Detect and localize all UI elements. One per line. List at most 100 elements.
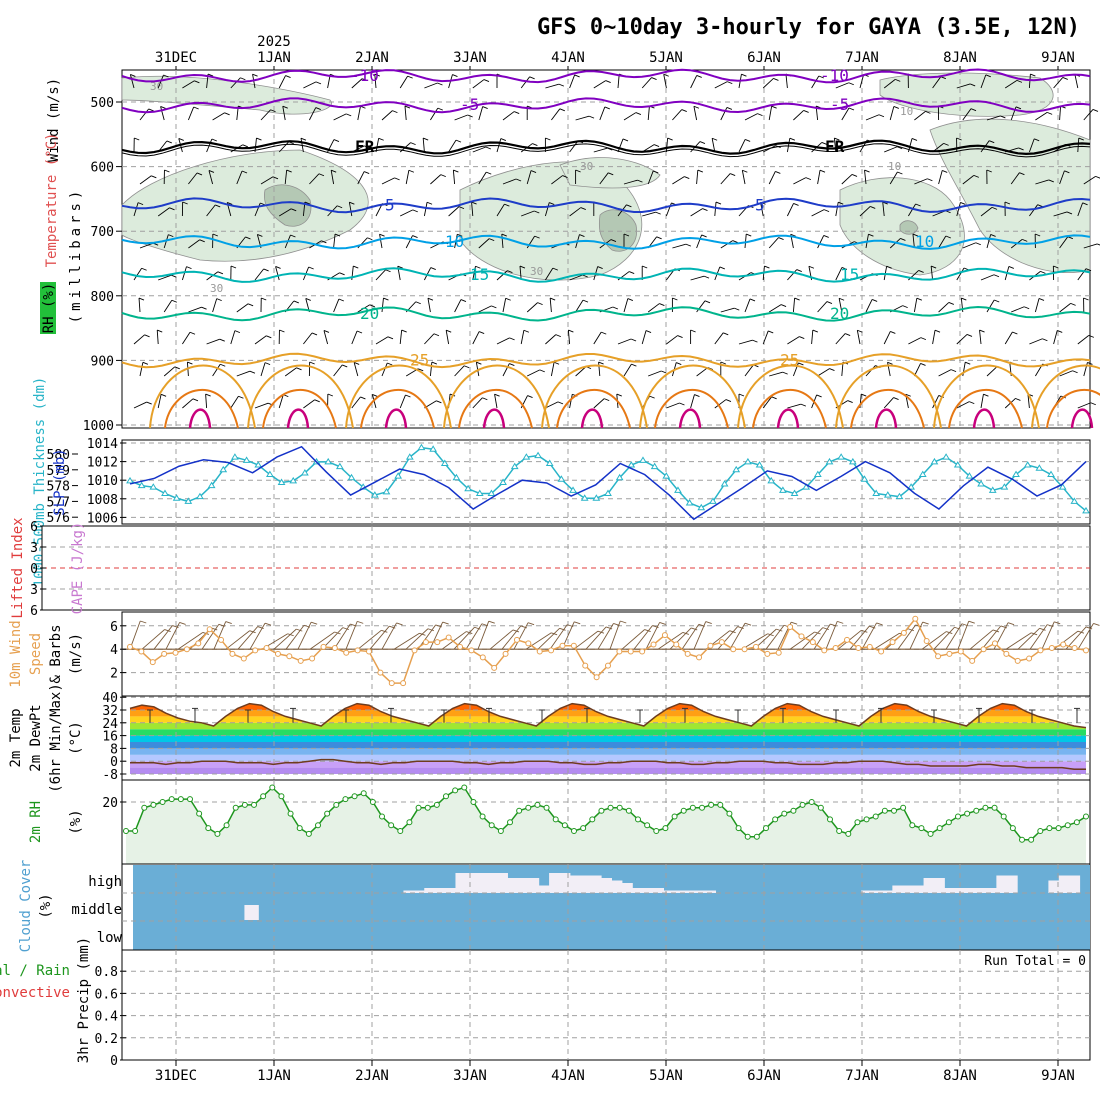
axis-label-cloud: Cloud Cover	[18, 860, 34, 953]
wind-barb-flag	[659, 303, 665, 306]
wind-barb-flag	[245, 236, 251, 240]
wind10m-speed-point	[752, 643, 759, 650]
wind10m-speed-point	[240, 655, 247, 662]
wind10m-speed-point	[161, 650, 168, 657]
rh2m-point	[991, 804, 998, 811]
wind-barb	[188, 239, 200, 249]
rh2m-point	[461, 784, 468, 791]
wind10m-barb	[549, 624, 568, 650]
wind10m-barb-flag	[605, 626, 613, 630]
wind-barb	[738, 339, 753, 345]
wind-barb	[544, 202, 550, 217]
wind-barb-flag	[991, 206, 998, 210]
wind-barb	[448, 139, 457, 153]
wind-barb	[478, 305, 492, 313]
rh2m-point	[507, 819, 513, 826]
thickness-series-point	[126, 476, 134, 484]
wind10m-speed-point	[331, 645, 338, 652]
wind10m-barb-flag	[257, 626, 264, 629]
wind-barb-flag	[900, 238, 906, 241]
wind-barb	[569, 207, 582, 217]
thickness-series-point	[289, 476, 298, 484]
wind-barb-flag	[610, 239, 617, 242]
wind10m-speed-point	[479, 654, 486, 661]
wind-barb-flag	[1092, 109, 1099, 112]
cloud-bar-high	[975, 888, 987, 893]
thickness-series-point	[627, 461, 636, 468]
rh2m-point	[251, 801, 257, 808]
wind-barb	[404, 106, 407, 121]
tick-label: 0.2	[95, 1032, 118, 1047]
wind-barb	[430, 174, 442, 185]
wind-barb-flag	[622, 138, 629, 142]
thickness-series-point	[534, 451, 542, 459]
wind-barb	[181, 266, 187, 281]
wind-barb-flag	[489, 238, 495, 242]
wind-barb-flag	[582, 299, 589, 303]
wind-barb	[672, 176, 685, 185]
isotherm-line	[121, 139, 1091, 156]
wind10m-speed-point	[206, 626, 213, 633]
wind10m-barb	[645, 622, 661, 650]
wind-barb-flag	[514, 111, 520, 114]
wind-barb	[526, 170, 532, 185]
wind-barb	[938, 369, 952, 377]
wind-barb	[986, 234, 992, 249]
wind-barb	[1077, 138, 1080, 153]
axis-label-rh: RH (%)	[41, 283, 57, 334]
wind-barb	[545, 83, 559, 89]
wind-barb-flag	[943, 142, 949, 146]
wind-barb	[785, 74, 788, 89]
wind-barb	[623, 298, 629, 313]
wind-barb-flag	[144, 334, 150, 338]
tick-label: 1008	[87, 493, 118, 508]
wind10m-barb	[369, 625, 390, 650]
wind-barb	[938, 235, 947, 249]
tick-label: 8	[110, 742, 118, 757]
wind-barb-flag	[812, 329, 818, 333]
rh2m-point	[1037, 828, 1044, 834]
rh2m-point	[900, 804, 907, 811]
date-label-bottom: 1JAN	[257, 1068, 291, 1084]
wind10m-barb	[789, 631, 815, 650]
wind10m-barb-flag	[644, 629, 651, 632]
wind-barb	[454, 114, 468, 121]
wind-barb-flag	[549, 202, 555, 205]
isotherm-label-repeat: 5	[755, 195, 765, 214]
wind-barb	[769, 371, 783, 377]
wind-barb	[472, 331, 480, 345]
wind10m-speed-point	[787, 623, 794, 630]
isotherm-peak-loop	[874, 408, 898, 429]
cloud-bar-high	[965, 888, 977, 893]
wind-barb-flag	[1057, 330, 1063, 333]
wind-barb	[979, 330, 982, 345]
wind-barb	[690, 394, 695, 409]
wind-barb	[838, 298, 843, 313]
wind-barb-flag	[920, 337, 927, 341]
wind-barb-flag	[1066, 211, 1073, 215]
wind-barb	[811, 330, 814, 345]
wind10m-barb	[405, 628, 429, 650]
wind-barb-flag	[1062, 77, 1068, 80]
wind-barb-flag	[397, 265, 403, 269]
wind-barb-flag	[800, 403, 807, 407]
wind10m-barb-flag	[907, 628, 915, 632]
wind-barb	[188, 306, 202, 313]
wind10m-speed-point	[673, 641, 680, 648]
wind-barb	[182, 80, 195, 89]
wind-barb	[714, 81, 728, 89]
wind-barb-flag	[916, 297, 922, 301]
wind-barb	[502, 298, 507, 313]
wind10m-barb	[573, 630, 599, 650]
wind-barb	[357, 106, 361, 121]
rh2m-point	[680, 807, 687, 814]
wind-barb	[205, 394, 208, 409]
wind-barb	[445, 330, 450, 345]
isotherm-line	[121, 267, 1091, 283]
thickness-series-point	[254, 461, 263, 468]
precip-grid	[122, 950, 1090, 1060]
wind10m-barb	[861, 622, 877, 650]
wind-barb-flag	[990, 234, 996, 237]
wind-barb-flag	[568, 329, 574, 333]
wind-barb-flag	[878, 114, 885, 118]
